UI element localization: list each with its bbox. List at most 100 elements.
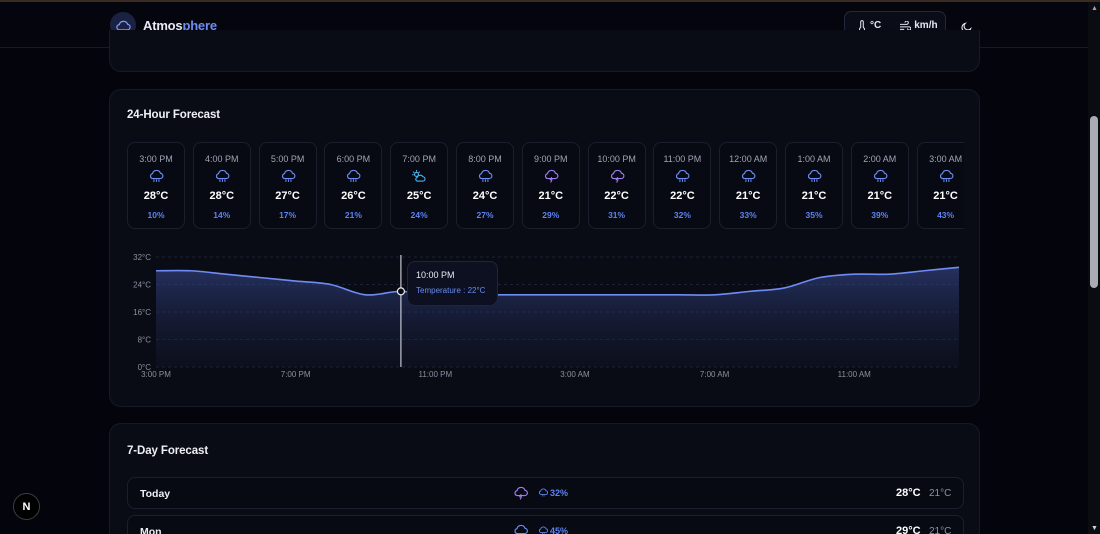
hour-precipitation: 10% bbox=[147, 210, 165, 220]
rain-icon bbox=[872, 169, 888, 184]
hour-time: 11:00 PM bbox=[663, 154, 702, 164]
thermometer-icon bbox=[859, 19, 865, 32]
hourly-card[interactable]: 7:00 PM 25°C 24% bbox=[390, 142, 449, 229]
hour-time: 6:00 PM bbox=[336, 154, 371, 164]
day-row[interactable]: Mon 45% 29°C 21°C bbox=[127, 515, 964, 534]
app-title-part2: phere bbox=[182, 17, 217, 33]
nextjs-dev-badge[interactable]: N bbox=[13, 493, 40, 520]
x-tick-label: 11:00 AM bbox=[838, 370, 872, 379]
thunderstorm-icon bbox=[609, 169, 625, 184]
tooltip-time: 10:00 PM bbox=[416, 270, 455, 280]
weekly-forecast-title: 7-Day Forecast bbox=[127, 445, 209, 457]
hourly-card[interactable]: 8:00 PM 24°C 27% bbox=[456, 142, 514, 229]
page-scrollbar[interactable]: ▲ ▼ bbox=[1088, 2, 1100, 534]
temperature-line bbox=[155, 266, 960, 296]
hour-temperature: 22°C bbox=[604, 190, 629, 202]
temperature-area bbox=[156, 267, 959, 367]
hour-temperature: 27°C bbox=[275, 190, 300, 202]
hour-precipitation: 24% bbox=[410, 210, 428, 220]
y-tick-label: 16°C bbox=[133, 308, 151, 317]
raindrop-cloud-icon bbox=[538, 526, 548, 534]
hour-precipitation: 32% bbox=[673, 210, 691, 220]
x-tick-label: 7:00 AM bbox=[700, 370, 730, 379]
scroll-up-arrow-icon[interactable]: ▲ bbox=[1091, 5, 1098, 12]
rain-icon bbox=[346, 169, 361, 184]
day-precipitation-value: 32% bbox=[550, 488, 569, 498]
hour-time: 2:00 AM bbox=[863, 154, 897, 164]
scroll-down-arrow-icon[interactable]: ▼ bbox=[1091, 525, 1098, 532]
hour-temperature: 24°C bbox=[472, 190, 498, 202]
hour-time: 8:00 PM bbox=[468, 154, 502, 164]
app-title-part1: Atmos bbox=[143, 17, 183, 33]
hourly-card[interactable]: 5:00 PM 27°C 17% bbox=[258, 142, 317, 229]
hour-time: 12:00 AM bbox=[729, 154, 768, 164]
day-high: 28°C bbox=[896, 487, 921, 499]
hour-time: 3:00 AM bbox=[929, 154, 963, 164]
temperature-unit-button[interactable]: °C bbox=[857, 12, 881, 39]
day-precipitation-value: 45% bbox=[550, 526, 569, 534]
hourly-strip[interactable]: 3:00 PM 28°C 10% 4:00 PM 28°C 14% 5:00 PM 27°C 1… bbox=[127, 142, 964, 230]
hourly-card[interactable]: 2:00 AM 21°C 39% bbox=[850, 142, 909, 229]
hour-precipitation: 39% bbox=[871, 210, 889, 220]
day-precipitation: 45% bbox=[538, 526, 568, 534]
rain-icon bbox=[513, 524, 528, 534]
hourly-card[interactable]: 1:00 AM 21°C 35% bbox=[785, 142, 843, 229]
hour-precipitation: 27% bbox=[476, 210, 494, 220]
hourly-card[interactable]: 11:00 PM 22°C 32% bbox=[653, 142, 712, 229]
hour-precipitation: 31% bbox=[608, 210, 626, 220]
rain-icon bbox=[280, 169, 296, 184]
partly-cloudy-icon bbox=[412, 169, 427, 184]
hour-temperature: 25°C bbox=[406, 190, 432, 202]
rain-icon bbox=[214, 169, 230, 184]
hour-temperature: 28°C bbox=[209, 190, 235, 202]
wind-unit-button[interactable]: km/h bbox=[899, 12, 938, 39]
wind-unit-label: km/h bbox=[914, 20, 938, 31]
hour-time: 3:00 PM bbox=[139, 154, 173, 164]
rain-icon bbox=[807, 169, 822, 184]
hourly-forecast-card: 24-Hour Forecast 3:00 PM 28°C 10% 4:00 PM 28… bbox=[109, 89, 980, 407]
rain-icon bbox=[938, 169, 954, 184]
app-title: Atmosphere bbox=[143, 18, 217, 33]
hour-time: 9:00 PM bbox=[534, 154, 568, 164]
hourly-card[interactable]: 10:00 PM 22°C 31% bbox=[587, 142, 646, 229]
hourly-card[interactable]: 3:00 PM 28°C 10% bbox=[127, 142, 185, 229]
day-high: 29°C bbox=[896, 525, 921, 534]
hour-time: 1:00 AM bbox=[797, 154, 831, 164]
thunderstorm-icon bbox=[513, 486, 528, 501]
hour-temperature: 28°C bbox=[143, 190, 169, 202]
x-tick-label: 7:00 PM bbox=[281, 370, 311, 379]
temperature-chart[interactable]: 0°C 8°C 16°C 24°C 32°C 3:00 PM 7:00 PM 11:00 PM… bbox=[110, 245, 979, 385]
rain-icon bbox=[149, 169, 164, 184]
x-tick-label: 3:00 PM bbox=[141, 370, 171, 379]
hour-time: 5:00 PM bbox=[270, 154, 305, 164]
y-tick-label: 8°C bbox=[138, 336, 152, 345]
previous-section-card bbox=[109, 30, 980, 72]
hour-precipitation: 33% bbox=[739, 210, 757, 220]
rain-icon bbox=[675, 169, 690, 184]
hourly-card[interactable]: 9:00 PM 21°C 29% bbox=[521, 142, 580, 229]
hour-precipitation: 14% bbox=[213, 210, 231, 220]
hour-precipitation: 35% bbox=[805, 210, 823, 220]
raindrop-cloud-icon bbox=[538, 488, 548, 497]
hourly-card[interactable]: 3:00 AM 21°C 43% bbox=[916, 142, 964, 229]
x-tick-label: 11:00 PM bbox=[418, 370, 452, 379]
hour-temperature: 21°C bbox=[801, 190, 827, 202]
hourly-card[interactable]: 6:00 PM 26°C 21% bbox=[324, 142, 383, 229]
hour-precipitation: 21% bbox=[344, 210, 362, 220]
day-name: Today bbox=[140, 488, 171, 500]
scrollbar-thumb[interactable] bbox=[1090, 116, 1098, 288]
day-row[interactable]: Today 32% 28°C 21°C bbox=[127, 477, 964, 509]
day-precipitation: 32% bbox=[538, 488, 568, 498]
day-low: 21°C bbox=[929, 526, 952, 534]
rain-icon bbox=[478, 169, 493, 184]
hour-precipitation: 43% bbox=[937, 210, 955, 220]
hour-temperature: 26°C bbox=[341, 190, 366, 202]
hourly-card[interactable]: 4:00 PM 28°C 14% bbox=[192, 142, 251, 229]
day-low: 21°C bbox=[929, 488, 952, 499]
tooltip-value: Temperature : 22°C bbox=[416, 286, 486, 295]
hour-time: 10:00 PM bbox=[597, 154, 636, 164]
hour-temperature: 21°C bbox=[867, 190, 893, 202]
hourly-card[interactable]: 12:00 AM 21°C 33% bbox=[719, 142, 778, 229]
hour-temperature: 21°C bbox=[735, 190, 761, 202]
chart-tooltip: 10:00 PM Temperature : 22°C bbox=[407, 261, 498, 306]
